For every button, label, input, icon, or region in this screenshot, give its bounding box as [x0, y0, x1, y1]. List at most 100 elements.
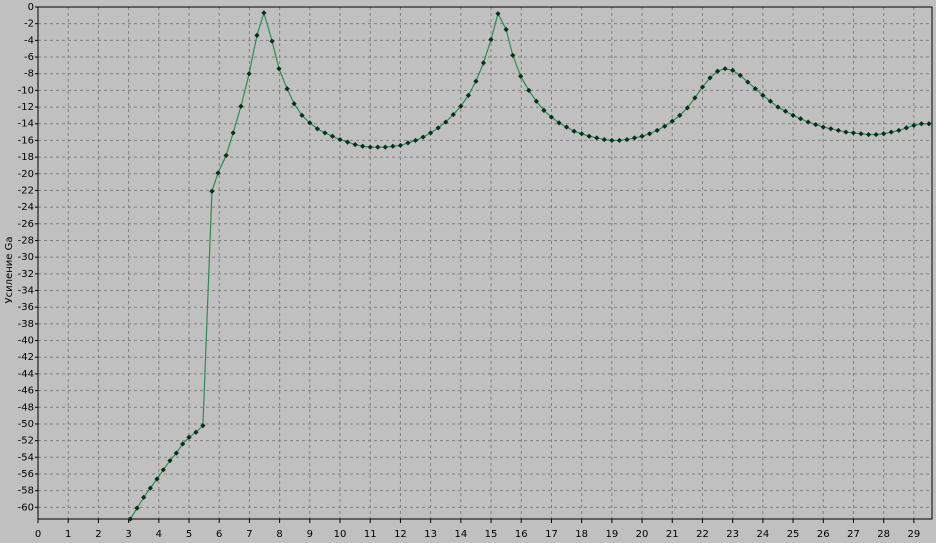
- data-marker: [699, 84, 706, 90]
- data-marker: [752, 86, 758, 92]
- data-marker: [896, 127, 902, 134]
- data-marker: [329, 133, 336, 139]
- data-marker: [337, 136, 343, 143]
- x-tick-label: 27: [847, 529, 860, 540]
- x-tick-label: 13: [424, 529, 437, 540]
- x-tick-label: 18: [575, 529, 588, 540]
- data-marker: [173, 450, 179, 456]
- y-tick-label: -28: [18, 235, 34, 246]
- data-marker: [639, 133, 645, 139]
- data-marker: [647, 131, 653, 137]
- data-marker: [745, 79, 751, 85]
- data-marker: [186, 434, 192, 440]
- data-marker: [238, 103, 244, 109]
- data-marker: [284, 86, 290, 92]
- data-marker: [601, 136, 607, 143]
- data-marker: [375, 144, 381, 150]
- data-marker: [669, 118, 675, 124]
- data-marker: [261, 10, 267, 16]
- data-marker: [465, 92, 471, 98]
- x-tick-label: 26: [817, 529, 830, 540]
- data-marker: [850, 130, 857, 136]
- data-marker: [865, 131, 872, 138]
- x-tick-label: 12: [394, 529, 407, 540]
- y-tick-label: -22: [18, 185, 34, 196]
- y-tick-label: -52: [18, 436, 34, 447]
- y-tick-label: -40: [18, 336, 34, 347]
- data-marker: [200, 423, 206, 429]
- data-marker: [215, 170, 221, 176]
- data-marker: [134, 505, 140, 511]
- data-marker: [714, 68, 721, 74]
- data-marker: [541, 107, 547, 114]
- data-marker: [223, 152, 229, 159]
- data-marker: [730, 67, 736, 73]
- x-tick-label: 22: [696, 529, 709, 540]
- y-tick-label: -38: [18, 319, 34, 330]
- data-marker: [903, 125, 909, 131]
- data-marker: [518, 73, 524, 79]
- data-marker: [405, 140, 411, 146]
- data-marker: [420, 134, 426, 140]
- data-marker: [458, 103, 464, 109]
- x-tick-label: 6: [216, 529, 222, 540]
- y-tick-label: -54: [18, 452, 34, 463]
- y-axis-title: Усиление Ga: [4, 237, 15, 304]
- y-tick-label: -30: [18, 252, 34, 263]
- y-tick-label: -48: [18, 402, 34, 413]
- data-marker: [631, 135, 638, 141]
- data-marker: [180, 441, 186, 447]
- y-tick-label: -34: [18, 286, 34, 297]
- y-tick-label: -36: [18, 302, 34, 313]
- y-tick-label: -14: [18, 119, 34, 130]
- y-tick-label: -10: [18, 85, 34, 96]
- data-marker: [503, 26, 509, 33]
- y-tick-label: 0: [28, 2, 34, 13]
- data-marker: [609, 137, 615, 144]
- y-tick-label: -26: [18, 219, 34, 230]
- x-tick-label: 21: [666, 529, 679, 540]
- x-tick-label: 23: [726, 529, 739, 540]
- y-tick-label: -46: [18, 386, 34, 397]
- data-marker: [662, 123, 668, 129]
- x-tick-label: 5: [186, 529, 192, 540]
- x-tick-label: 3: [125, 529, 131, 540]
- x-tick-label: 20: [636, 529, 649, 540]
- data-marker: [147, 485, 153, 491]
- data-marker: [160, 467, 166, 473]
- data-marker: [344, 139, 351, 145]
- y-tick-label: -8: [24, 69, 34, 80]
- y-tick-label: -18: [18, 152, 34, 163]
- y-tick-label: -20: [18, 169, 34, 180]
- data-marker: [450, 111, 456, 118]
- data-marker: [654, 127, 660, 134]
- x-tick-label: 4: [156, 529, 162, 540]
- plot-frame: [37, 6, 933, 520]
- data-marker: [141, 494, 147, 500]
- data-marker: [767, 98, 774, 104]
- data-marker: [526, 87, 532, 93]
- data-marker: [480, 60, 487, 66]
- data-marker: [911, 122, 917, 129]
- data-marker: [510, 52, 516, 58]
- data-marker: [533, 98, 539, 104]
- data-marker: [707, 75, 713, 81]
- y-tick-label: -58: [18, 486, 34, 497]
- data-marker: [307, 120, 313, 126]
- data-marker: [473, 78, 479, 84]
- data-marker: [813, 121, 819, 128]
- y-tick-label: -44: [18, 369, 34, 380]
- data-marker: [193, 429, 199, 435]
- data-marker: [881, 131, 887, 137]
- data-marker: [360, 143, 366, 149]
- data-marker: [843, 129, 849, 135]
- data-marker: [873, 131, 879, 138]
- data-marker: [154, 476, 160, 482]
- data-marker: [775, 104, 781, 110]
- data-marker: [624, 136, 630, 143]
- x-tick-label: 9: [307, 529, 313, 540]
- data-marker: [276, 66, 282, 72]
- y-tick-label: -6: [24, 52, 34, 63]
- data-marker: [579, 131, 585, 137]
